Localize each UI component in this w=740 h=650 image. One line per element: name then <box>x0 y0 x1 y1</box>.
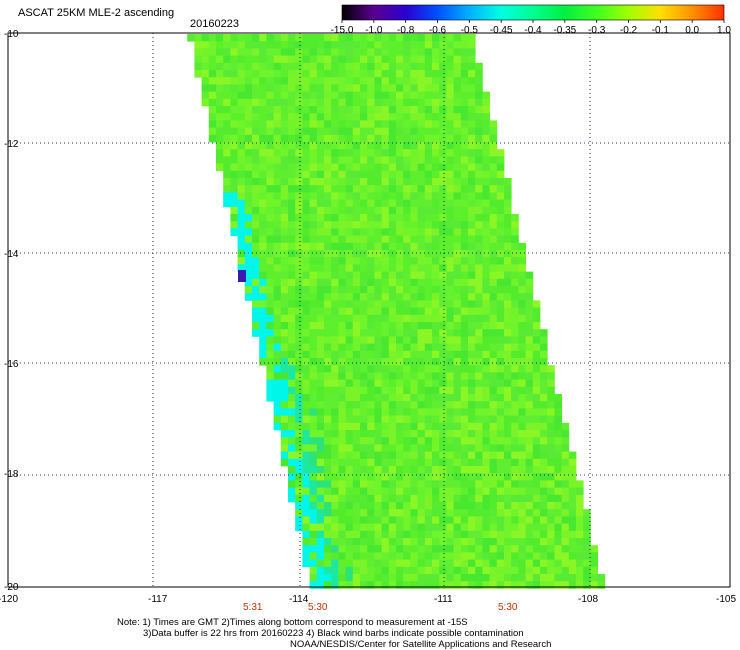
pass-time: 5:30 <box>498 602 518 613</box>
colorbar: -15.0 -1.0 -0.8 -0.6 -0.5 -0.45 -0.4 -0.35 -0.3 -… <box>331 4 731 36</box>
longitude-labels: -120 -117 -114 -111 -108 -105 <box>0 594 736 605</box>
data-swath <box>187 34 606 589</box>
colorbar-label: 0.0 <box>685 25 699 36</box>
lon-label: -108 <box>578 594 598 605</box>
plot-frame <box>7 32 731 588</box>
note-line-2: 3)Data buffer is 22 hrs from 20160223 4)… <box>143 628 524 639</box>
note-line-3: NOAA/NESDIS/Center for Satellite Applica… <box>290 639 551 650</box>
colorbar-label: -15.0 <box>331 25 354 36</box>
colorbar-label: -1.0 <box>365 25 383 36</box>
outlier-pixel <box>238 270 246 282</box>
lon-label: -117 <box>148 594 168 605</box>
colorbar-label: 1.0 <box>717 25 731 36</box>
colorbar-label: -0.3 <box>588 25 606 36</box>
lon-label: -105 <box>716 594 736 605</box>
colorbar-gradient <box>341 4 725 21</box>
colorbar-label: -0.1 <box>652 25 670 36</box>
colorbar-label: -0.4 <box>524 25 542 36</box>
colorbar-label: -0.45 <box>490 25 513 36</box>
colorbar-label: -0.6 <box>429 25 447 36</box>
plot-title: ASCAT 25KM MLE-2 ascending <box>18 7 174 19</box>
lat-label: -14 <box>4 249 19 260</box>
lon-label: -111 <box>434 594 453 605</box>
note-line-1: Note: 1) Times are GMT 2)Times along bot… <box>117 617 468 628</box>
colorbar-label: -0.8 <box>397 25 415 36</box>
colorbar-label: -0.35 <box>553 25 576 36</box>
lon-label: -120 <box>0 594 18 605</box>
colorbar-label: -0.2 <box>620 25 638 36</box>
latitude-labels: -10 -12 -14 -16 -18 -20 <box>4 29 19 593</box>
graticule <box>8 33 730 587</box>
pass-time: 5:30 <box>308 602 328 613</box>
lat-label: -18 <box>4 469 19 480</box>
lat-label: -10 <box>4 29 19 40</box>
lat-label: -12 <box>4 139 19 150</box>
lon-label: -114 <box>289 594 309 605</box>
pass-time: 5:31 <box>243 602 263 613</box>
lat-label: -16 <box>4 359 19 370</box>
lat-label: -20 <box>4 582 19 593</box>
plot-date: 20160223 <box>190 18 239 30</box>
colorbar-label: -0.5 <box>461 25 479 36</box>
